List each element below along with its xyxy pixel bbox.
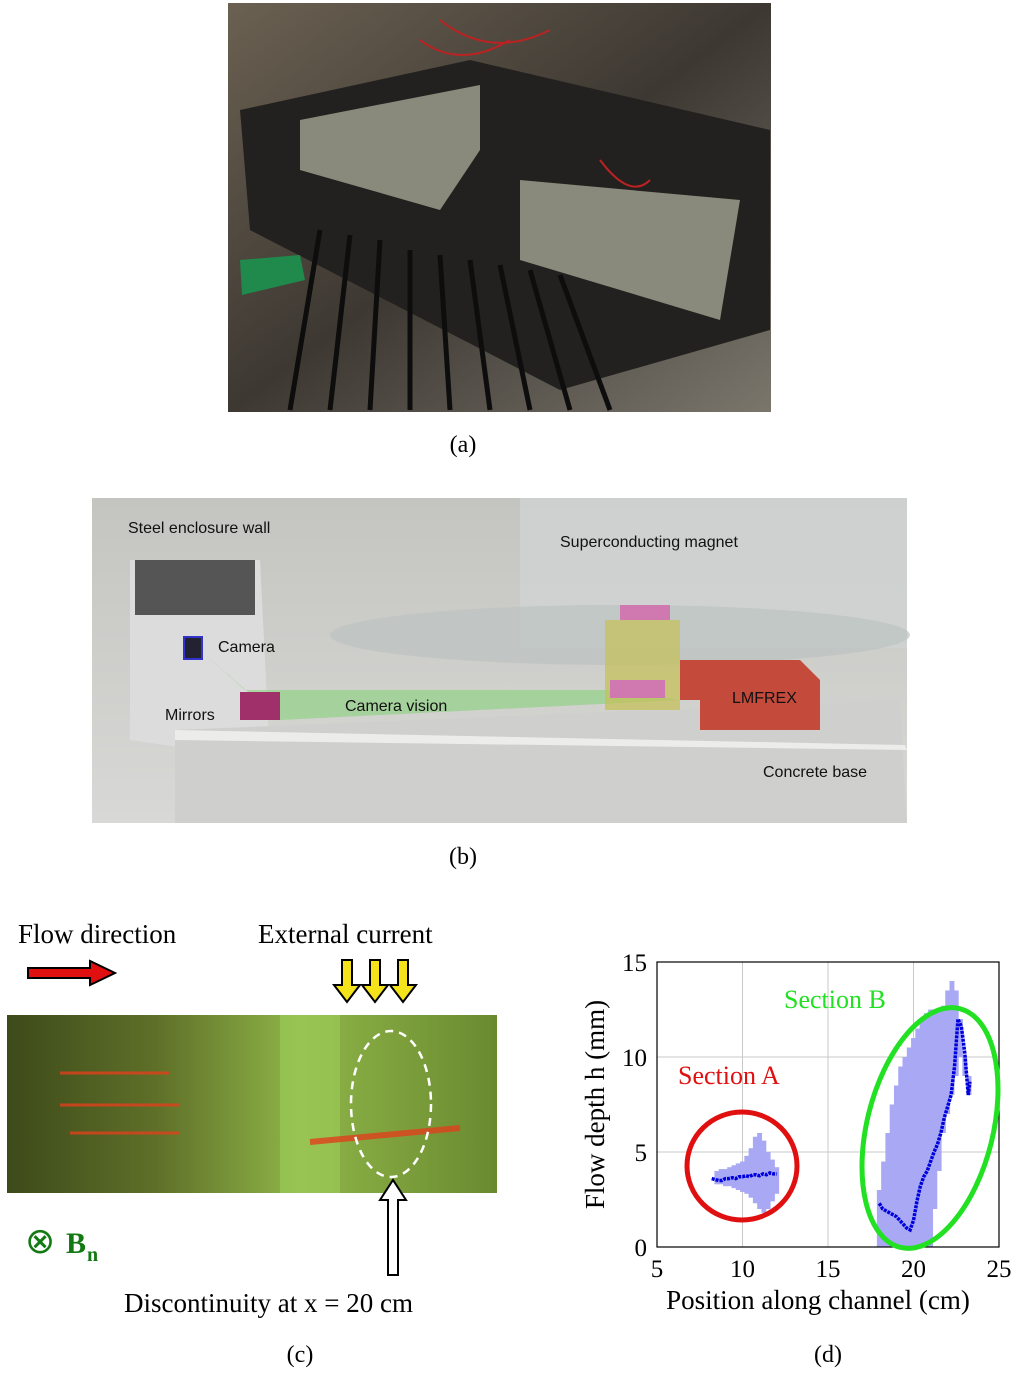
label: LMFREX — [732, 690, 797, 707]
x-tick-label: 25 — [987, 1256, 1012, 1283]
y-tick-label: 0 — [635, 1235, 648, 1262]
x-tick-label: 15 — [816, 1256, 841, 1283]
label: Superconducting magnet — [560, 534, 738, 551]
label: Camera vision — [345, 698, 447, 715]
figure: (a) Steel enclosure wall Superconducting… — [0, 0, 1021, 1380]
photo-c: Flow direction External current Disconti… — [7, 919, 497, 1318]
caption: (a) — [450, 432, 477, 458]
photo-a — [228, 3, 771, 412]
render-b: Steel enclosure wall Superconducting mag… — [92, 498, 910, 823]
x-tick-label: 10 — [730, 1256, 755, 1283]
y-tick-label: 10 — [622, 1045, 647, 1072]
label: Camera — [218, 639, 275, 656]
annotation: Section A — [678, 1061, 780, 1090]
y-tick-label: 5 — [635, 1140, 648, 1167]
label: External current — [258, 919, 433, 949]
caption: (c) — [287, 1342, 314, 1368]
label: Discontinuity at x = 20 cm — [124, 1288, 413, 1318]
label: ⊗ — [25, 1221, 55, 1261]
label: Flow direction — [18, 919, 177, 949]
caption: (d) — [814, 1342, 842, 1368]
y-tick-label: 15 — [622, 950, 647, 977]
label: n — [87, 1244, 98, 1266]
label: Steel enclosure wall — [128, 520, 270, 537]
x-axis-label: Position along channel (cm) — [666, 1285, 970, 1315]
caption: (b) — [449, 844, 477, 870]
label: Mirrors — [165, 707, 215, 724]
annotation: Section B — [784, 985, 886, 1014]
x-tick-label: 5 — [651, 1256, 664, 1283]
label: Concrete base — [763, 764, 867, 781]
x-tick-label: 20 — [901, 1256, 926, 1283]
y-axis-label: Flow depth h (mm) — [580, 1000, 610, 1209]
label: B — [66, 1227, 86, 1260]
